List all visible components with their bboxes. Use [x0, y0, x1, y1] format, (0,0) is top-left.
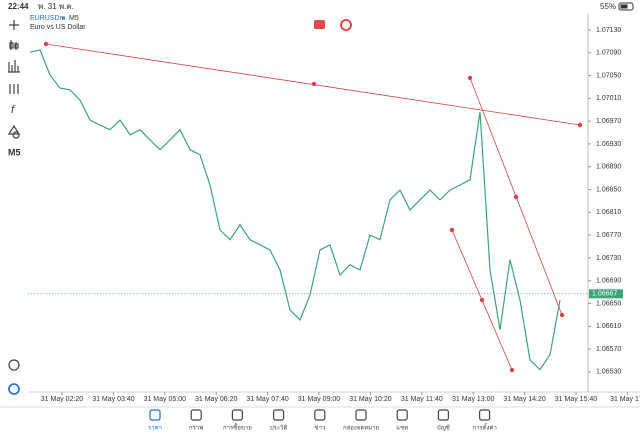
nav-label[interactable]: ข่าว — [314, 425, 325, 432]
plot: 1.07130 1.07090 1.07050 1.07010 1.06970 1.069… — [28, 27, 640, 403]
price-line — [29, 49, 561, 371]
x-tick-label: 31 May 06:20 — [195, 396, 238, 403]
status-time: 22:44 — [8, 2, 29, 11]
description: Euro vs US Dollar — [30, 24, 86, 31]
x-tick-label: 31 May 17: — [610, 396, 640, 403]
y-tick-label: 1.06530 — [596, 369, 621, 376]
anchor[interactable] — [509, 367, 515, 373]
arrow: ▸ — [62, 15, 66, 22]
nav-icon[interactable] — [479, 409, 491, 421]
anchor[interactable] — [43, 41, 49, 47]
x-tick-label: 31 May 03:40 — [92, 396, 135, 403]
y-tick-label: 1.07130 — [596, 27, 621, 34]
nav-icon[interactable] — [273, 409, 285, 421]
x-tick-label: 31 May 09:00 — [298, 396, 341, 403]
x-tick-label: 31 May 05:00 — [144, 396, 187, 403]
nav-label[interactable]: กราฟ — [189, 425, 203, 432]
nav-icon[interactable] — [190, 409, 202, 421]
y-tick-label: 1.07010 — [596, 95, 621, 102]
anchor[interactable] — [311, 81, 317, 87]
anchor[interactable] — [513, 194, 519, 200]
timeframe-button[interactable]: M5 — [8, 147, 21, 157]
y-tick-label: 1.07090 — [596, 50, 621, 57]
nav-icon[interactable] — [437, 409, 449, 421]
y-tick-label: 1.06930 — [596, 141, 621, 148]
bars-tool[interactable] — [8, 60, 20, 73]
nav-label[interactable]: กล่องจดหมาย — [343, 425, 379, 432]
nav-label[interactable]: ราคา — [148, 425, 162, 432]
nav-icon[interactable] — [231, 409, 243, 421]
x-tick-label: 31 May 15:40 — [555, 396, 598, 403]
left-toolbar: f M5 — [7, 20, 21, 395]
x-tick-label: 31 May 14:20 — [503, 396, 546, 403]
nav-icon[interactable] — [355, 409, 367, 421]
nav-label[interactable]: บัญชี — [437, 424, 450, 432]
symbol[interactable]: EURUSDm — [30, 15, 66, 22]
y-tick-label: 1.07050 — [596, 72, 621, 79]
crosshair-tool[interactable] — [9, 20, 19, 30]
y-tick-label: 1.06970 — [596, 118, 621, 125]
y-tick-label: 1.06770 — [596, 232, 621, 239]
trend-lines — [43, 41, 583, 373]
anchor[interactable] — [479, 297, 485, 303]
y-tick-label: 1.06650 — [596, 300, 621, 307]
current-price-label: 1.06667 — [592, 291, 617, 298]
y-tick-label: 1.06570 — [596, 346, 621, 353]
x-tick-label: 31 May 11:40 — [401, 396, 443, 403]
indicator-toggle[interactable] — [340, 19, 352, 31]
nav-label[interactable]: แชท — [396, 425, 408, 432]
x-tick-label: 31 May 13:00 — [452, 396, 495, 403]
y-tick-label: 1.06810 — [596, 209, 621, 216]
anchor[interactable] — [449, 227, 455, 233]
timeframe: M5 — [69, 15, 79, 22]
connect-tool[interactable] — [8, 383, 20, 395]
y-tick-label: 1.06690 — [596, 278, 621, 285]
nav-label[interactable]: การตั้งค่า — [472, 422, 496, 432]
chart-type-tool[interactable] — [9, 40, 19, 50]
anchor[interactable] — [559, 312, 565, 318]
nav-label[interactable]: ประวัติ — [270, 425, 288, 432]
bottom-nav: ราคา กราฟ การซื้อขาย ประวัติ ข่าว กล่องจดหมาย… — [148, 409, 497, 432]
x-tick-label: 31 May 07:40 — [246, 396, 289, 403]
anchor[interactable] — [577, 122, 583, 128]
anchor[interactable] — [467, 75, 473, 81]
nav-icon[interactable] — [314, 409, 326, 421]
objects-tool[interactable] — [7, 124, 21, 139]
y-tick-label: 1.06890 — [596, 164, 621, 171]
function-tool[interactable]: f — [11, 104, 15, 116]
current-price-box — [589, 289, 623, 299]
battery-level: 55% — [600, 2, 616, 11]
history-tool[interactable] — [8, 359, 20, 371]
nav-label[interactable]: การซื้อขาย — [223, 422, 252, 432]
nav-icon[interactable] — [396, 409, 408, 421]
y-tick-label: 1.06850 — [596, 186, 621, 193]
battery-icon — [618, 2, 634, 11]
y-tick-label: 1.06610 — [596, 323, 621, 330]
status-date: พ. 31 พ.ค. — [38, 2, 74, 11]
nav-icon[interactable] — [149, 409, 161, 421]
x-tick-label: 31 May 10:20 — [349, 396, 392, 403]
x-tick-label: 31 May 02:20 — [41, 396, 84, 403]
battery-fill — [620, 4, 628, 9]
one-click-trade[interactable] — [314, 20, 325, 29]
y-tick-label: 1.06730 — [596, 255, 621, 262]
indicators-tool[interactable] — [9, 84, 19, 94]
